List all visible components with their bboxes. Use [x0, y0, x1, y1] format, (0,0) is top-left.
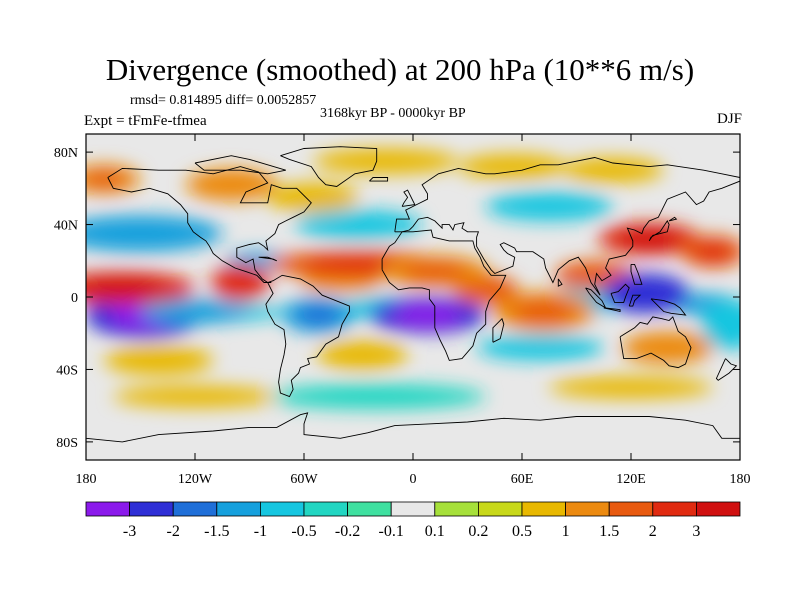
- colorbar-label: 0.1: [425, 523, 445, 540]
- colorbar-swatch: [216, 501, 261, 517]
- y-tick-label: 40S: [56, 363, 78, 378]
- colorbar-label: 1.5: [599, 523, 619, 540]
- south-atlantic-divergence: [316, 340, 408, 370]
- y-tick-label: 80S: [56, 436, 78, 451]
- season-label: DJF: [716, 111, 742, 127]
- coastline: [381, 229, 507, 361]
- north-pacific-convergence: [86, 215, 223, 252]
- colorbar-swatch: [434, 501, 479, 517]
- y-tick-label: 80N: [54, 146, 78, 161]
- coastline: [369, 177, 389, 182]
- colorbar-label: -0.2: [335, 523, 360, 540]
- maritime-continent-convergence-peak: [630, 286, 661, 301]
- colorbar-label: -1.5: [204, 523, 229, 540]
- x-tick-label: 0: [410, 472, 417, 487]
- colorbar-swatch: [85, 501, 130, 517]
- coastline: [557, 278, 563, 287]
- coastline: [265, 274, 350, 398]
- colorbar-label: 0.2: [468, 523, 488, 540]
- arctic-divergence: [313, 148, 459, 174]
- coastline: [715, 358, 738, 381]
- south-pacific-divergence: [104, 345, 214, 375]
- siberia-divergence: [561, 157, 664, 183]
- colorbar-swatch: [172, 501, 218, 517]
- coastline: [628, 294, 642, 307]
- experiment-text: Expt = tFmFe-tfmea: [84, 113, 207, 129]
- axes: 180 120W 60W 0 60E 120E 180 80N 40N 0 40S 80S: [54, 134, 751, 487]
- colorbar-label: -0.1: [379, 523, 404, 540]
- southern-ocean-divergence-west: [113, 385, 277, 408]
- colorbar-swatch: [608, 501, 654, 517]
- coastlines: [86, 146, 740, 443]
- colorbar: -3 -2 -1.5 -1 -0.5 -0.2 -0.1 0.1 0.2 0.5 1 1.5 2 3: [85, 501, 741, 540]
- colorbar-swatch: [390, 501, 436, 517]
- coastline: [280, 146, 378, 187]
- central-asia-convergence: [485, 191, 613, 221]
- east-pacific-divergence-core: [223, 271, 258, 294]
- coastline: [630, 263, 643, 285]
- coastline: [610, 283, 630, 303]
- east-asia-divergence-peak: [631, 233, 667, 245]
- coastline: [401, 189, 416, 207]
- southern-ocean-convergence: [267, 383, 486, 410]
- y-tick-label: 0: [71, 291, 78, 306]
- north-africa-divergence-core: [402, 261, 468, 282]
- x-tick-label: 60E: [511, 472, 534, 487]
- colorbar-label: -1: [254, 523, 267, 540]
- coastline: [258, 256, 277, 262]
- colorbar-swatch: [477, 501, 523, 517]
- north-tropical-pacific-divergence-peak: [96, 282, 148, 294]
- coastline: [194, 155, 286, 175]
- x-tick-label: 60W: [290, 472, 318, 487]
- south-america-convergence-core: [296, 304, 341, 326]
- colorbar-label: -0.5: [291, 523, 316, 540]
- colorbar-label: 1: [562, 523, 570, 540]
- colorbar-label: -3: [123, 523, 136, 540]
- east-pacific-convergence: [140, 298, 250, 325]
- south-atlantic-africa-convergence-peak: [407, 308, 448, 322]
- pacific-convergence-tongue: [701, 298, 740, 350]
- coastline: [650, 298, 687, 316]
- north-pacific-high-lat-divergence-core: [86, 170, 126, 188]
- west-pacific-divergence-core: [693, 241, 733, 262]
- y-tick-label: 40N: [54, 219, 78, 234]
- indian-ocean-divergence-core: [513, 299, 575, 324]
- coastline: [603, 307, 621, 313]
- coastline: [107, 166, 312, 283]
- colorbar-swatch: [129, 501, 174, 517]
- coastline: [619, 316, 692, 369]
- coastline: [492, 317, 505, 343]
- x-tick-label: 120E: [616, 472, 646, 487]
- south-indian-convergence: [476, 335, 604, 361]
- eurasia-divergence: [458, 153, 568, 180]
- colorbar-label: 3: [692, 523, 700, 540]
- colorbar-swatch: [696, 501, 741, 517]
- period-text: 3168kyr BP - 0000kyr BP: [320, 106, 466, 121]
- southern-ocean-divergence-east: [549, 376, 713, 399]
- colorbar-swatch: [521, 501, 566, 517]
- chart-title: Divergence (smoothed) at 200 hPa (10**6 …: [105, 52, 695, 87]
- x-tick-label: 120W: [178, 472, 213, 487]
- colorbar-swatch: [303, 501, 348, 517]
- colorbar-label: 2: [649, 523, 657, 540]
- coastline: [394, 157, 740, 296]
- colorbar-swatch: [652, 501, 697, 517]
- coastline: [86, 412, 740, 443]
- x-tick-label: 180: [730, 472, 751, 487]
- stats-text: rmsd= 0.814895 diff= 0.0052857: [130, 93, 317, 108]
- colorbar-label: -2: [167, 523, 180, 540]
- north-america-divergence: [185, 168, 277, 201]
- colorbar-swatch: [565, 501, 610, 517]
- colorbar-label: 0.5: [512, 523, 532, 540]
- coastline: [648, 219, 670, 242]
- north-atlantic-convergence: [294, 210, 423, 240]
- divergence-field: [86, 148, 740, 410]
- coastline: [668, 216, 678, 222]
- colorbar-swatch: [259, 501, 305, 517]
- north-atlantic-divergence: [267, 182, 359, 212]
- colorbar-swatch: [347, 501, 392, 517]
- australia-divergence: [621, 331, 713, 365]
- x-tick-label: 180: [76, 472, 97, 487]
